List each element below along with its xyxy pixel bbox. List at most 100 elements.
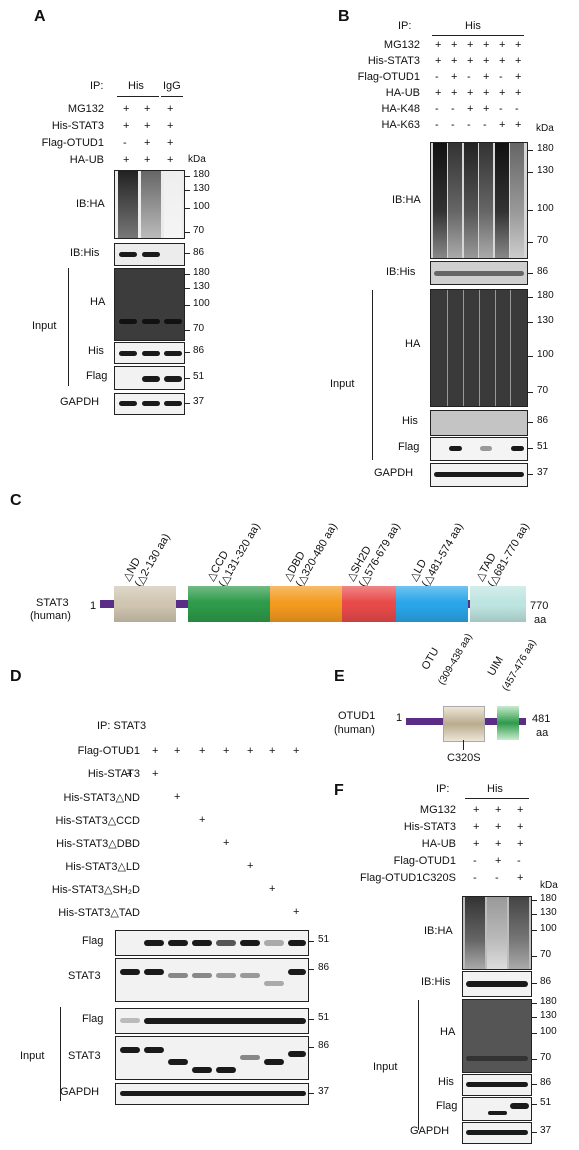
- condition-label: Flag-OTUD1: [393, 855, 456, 867]
- domain-segment: [396, 586, 468, 622]
- condition-mark: +: [435, 39, 442, 51]
- d-mw: 86: [318, 1040, 330, 1051]
- panel-b-ip-his: His: [465, 20, 481, 32]
- c-unit: aa: [534, 614, 547, 626]
- condition-mark: +: [499, 55, 506, 67]
- d-gapdh-label: GAPDH: [60, 1086, 100, 1098]
- condition-mark: +: [483, 55, 490, 67]
- b-ibha-label: IB:HA: [392, 194, 421, 206]
- e-uim-domain: [497, 706, 519, 740]
- condition-mark: +: [174, 791, 181, 803]
- e-otu: OTU: [419, 645, 442, 672]
- condition-label: His-STAT3: [87, 768, 140, 780]
- panel-a-letter: A: [34, 8, 46, 25]
- a-mw: 70: [193, 225, 205, 236]
- domain-segment: [114, 586, 176, 622]
- b-mw: 86: [537, 415, 549, 426]
- condition-mark: +: [247, 745, 254, 757]
- b-ibha-blot: [430, 142, 528, 259]
- f-ha-blot: [462, 999, 532, 1073]
- condition-mark: -: [451, 103, 455, 115]
- condition-label: His-STAT3△TAD: [58, 907, 140, 919]
- f-mw: 180: [540, 996, 557, 1007]
- a-mw: 180: [193, 267, 210, 278]
- f-mw: 130: [540, 907, 557, 918]
- c-domain-bar: [100, 586, 526, 622]
- condition-mark: -: [499, 103, 503, 115]
- d-flag-label: Flag: [82, 935, 104, 947]
- e-protein: OTUD1: [338, 710, 376, 722]
- condition-mark: +: [126, 768, 133, 780]
- e-end: 481: [532, 713, 551, 725]
- condition-label: MG132: [383, 39, 420, 51]
- condition-label: HA-UB: [421, 838, 456, 850]
- a-ibha-label: IB:HA: [76, 198, 105, 210]
- a-mw: 180: [193, 169, 210, 180]
- f-mw: 70: [540, 949, 552, 960]
- panel-c-letter: C: [10, 492, 22, 509]
- domain-range: (△481-574 aa): [419, 521, 466, 589]
- e-otu-domain: [443, 706, 485, 742]
- d-input-label: Input: [20, 1050, 45, 1062]
- d-ip: IP: STAT3: [97, 720, 147, 732]
- f-his-blot: [462, 1074, 532, 1096]
- condition-mark: +: [144, 154, 151, 166]
- condition-mark: +: [517, 821, 524, 833]
- a-ha-label: HA: [90, 296, 106, 308]
- condition-mark: +: [435, 87, 442, 99]
- f-ibhis-label: IB:His: [421, 976, 451, 988]
- domain-segment: [342, 586, 396, 622]
- d-flag-in-label: Flag: [82, 1013, 104, 1025]
- condition-mark: +: [199, 814, 206, 826]
- a-ibha-blot: [114, 170, 185, 239]
- condition-label: Flag-OTUD1C320S: [360, 872, 456, 884]
- a-mw: 100: [193, 201, 210, 212]
- condition-mark: -: [435, 71, 439, 83]
- condition-mark: +: [499, 119, 506, 131]
- condition-mark: +: [293, 906, 300, 918]
- condition-mark: +: [144, 120, 151, 132]
- d-stat3-label: STAT3: [68, 970, 101, 982]
- a-mw: 86: [193, 345, 205, 356]
- condition-mark: +: [467, 103, 474, 115]
- condition-label: Flag-OTUD1: [41, 137, 104, 149]
- condition-mark: +: [123, 120, 130, 132]
- condition-label: HA-UB: [69, 154, 104, 166]
- b-mw: 180: [537, 290, 554, 301]
- panel-f-ip-label: IP:: [436, 783, 450, 795]
- domain-segment: [188, 586, 270, 622]
- condition-mark: +: [167, 154, 174, 166]
- f-mw: 70: [540, 1052, 552, 1063]
- condition-mark: +: [517, 804, 524, 816]
- condition-mark: +: [144, 137, 151, 149]
- f-input-label: Input: [373, 1061, 398, 1073]
- panel-f-kda: kDa: [540, 880, 558, 891]
- condition-mark: +: [499, 39, 506, 51]
- f-his-label: His: [438, 1076, 454, 1088]
- condition-label: His-STAT3△LD: [65, 861, 140, 873]
- condition-mark: +: [269, 745, 276, 757]
- condition-label: Flag-OTUD1: [357, 71, 420, 83]
- c-protein: STAT3: [36, 597, 69, 609]
- panel-b-ip-label: IP:: [398, 20, 412, 32]
- d-mw: 51: [318, 1012, 330, 1023]
- condition-mark: +: [123, 154, 130, 166]
- f-mw: 86: [540, 976, 552, 987]
- f-mw: 86: [540, 1077, 552, 1088]
- condition-mark: -: [473, 872, 477, 884]
- panel-a-kda: kDa: [188, 154, 206, 165]
- a-mw: 37: [193, 396, 205, 407]
- f-ibha-label: IB:HA: [424, 925, 453, 937]
- f-mw: 51: [540, 1097, 552, 1108]
- condition-mark: +: [269, 883, 276, 895]
- panel-e-letter: E: [334, 668, 345, 685]
- b-mw: 130: [537, 315, 554, 326]
- condition-label: MG132: [419, 804, 456, 816]
- b-flag-blot: [430, 437, 528, 461]
- condition-mark: -: [123, 137, 127, 149]
- b-mw: 70: [537, 235, 549, 246]
- condition-mark: +: [174, 745, 181, 757]
- condition-mark: +: [515, 55, 522, 67]
- b-mw: 130: [537, 165, 554, 176]
- panel-a-ip-label: IP:: [90, 80, 104, 92]
